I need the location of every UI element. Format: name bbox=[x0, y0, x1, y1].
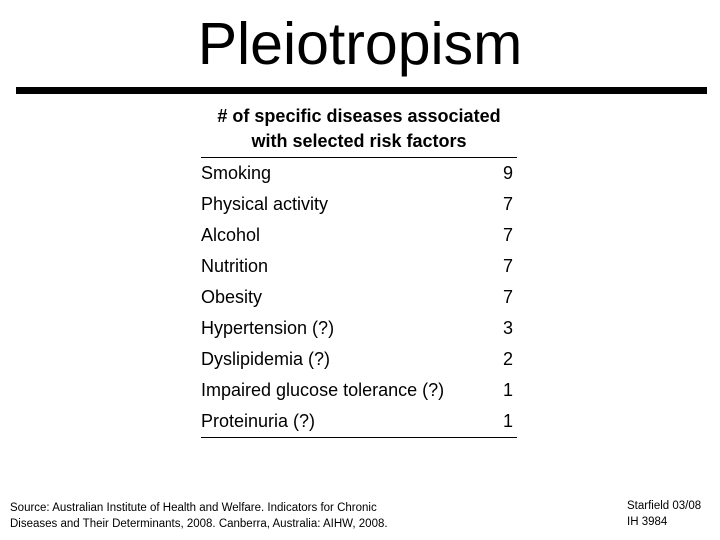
table-row: Dyslipidemia (?) 2 bbox=[201, 344, 517, 375]
source-citation-line-2: Diseases and Their Determinants, 2008. C… bbox=[10, 517, 388, 530]
credit-line-1: Starfield 03/08 bbox=[627, 500, 702, 512]
row-label: Impaired glucose tolerance (?) bbox=[201, 380, 445, 400]
table-row: Proteinuria (?) 1 bbox=[201, 406, 517, 437]
row-label: Alcohol bbox=[201, 225, 261, 245]
risk-factor-table: # of specific diseases associated with s… bbox=[201, 104, 517, 438]
table-row: Impaired glucose tolerance (?) 1 bbox=[201, 375, 517, 406]
row-value: 7 bbox=[502, 287, 513, 307]
row-value: 1 bbox=[502, 380, 513, 400]
table-row: Hypertension (?) 3 bbox=[201, 313, 517, 344]
row-value: 7 bbox=[502, 225, 513, 245]
table-header-line-2: with selected risk factors bbox=[251, 131, 467, 151]
credit-line-2: IH 3984 bbox=[627, 515, 668, 528]
table-row: Alcohol 7 bbox=[201, 220, 517, 251]
table-row: Smoking 9 bbox=[201, 158, 517, 189]
row-label: Dyslipidemia (?) bbox=[201, 349, 331, 369]
row-label: Proteinuria (?) bbox=[201, 411, 316, 431]
row-value: 2 bbox=[502, 349, 513, 369]
row-label: Smoking bbox=[201, 163, 272, 183]
table-row: Physical activity 7 bbox=[201, 189, 517, 220]
table-row: Obesity 7 bbox=[201, 282, 517, 313]
row-label: Hypertension (?) bbox=[201, 318, 335, 338]
row-value: 3 bbox=[502, 318, 513, 338]
credit-note: Starfield 03/08 IH 3984 bbox=[627, 499, 701, 530]
source-citation-line-1: Source: Australian Institute of Health a… bbox=[10, 502, 377, 514]
table-header-line-1: # of specific diseases associated bbox=[217, 106, 501, 126]
source-citation: Source: Australian Institute of Health a… bbox=[10, 501, 388, 532]
row-value: 9 bbox=[502, 163, 513, 183]
row-value: 7 bbox=[502, 194, 513, 214]
row-value: 7 bbox=[502, 256, 513, 276]
row-label: Physical activity bbox=[201, 194, 329, 214]
table-row: Nutrition 7 bbox=[201, 251, 517, 282]
row-label: Obesity bbox=[201, 287, 263, 307]
row-label: Nutrition bbox=[201, 256, 269, 276]
row-value: 1 bbox=[502, 411, 513, 431]
page-title: Pleiotropism bbox=[197, 11, 523, 77]
title-rule bbox=[16, 87, 707, 94]
table-body: Smoking 9 Physical activity 7 Alcohol 7 … bbox=[201, 157, 517, 438]
table-header: # of specific diseases associated with s… bbox=[201, 104, 517, 154]
